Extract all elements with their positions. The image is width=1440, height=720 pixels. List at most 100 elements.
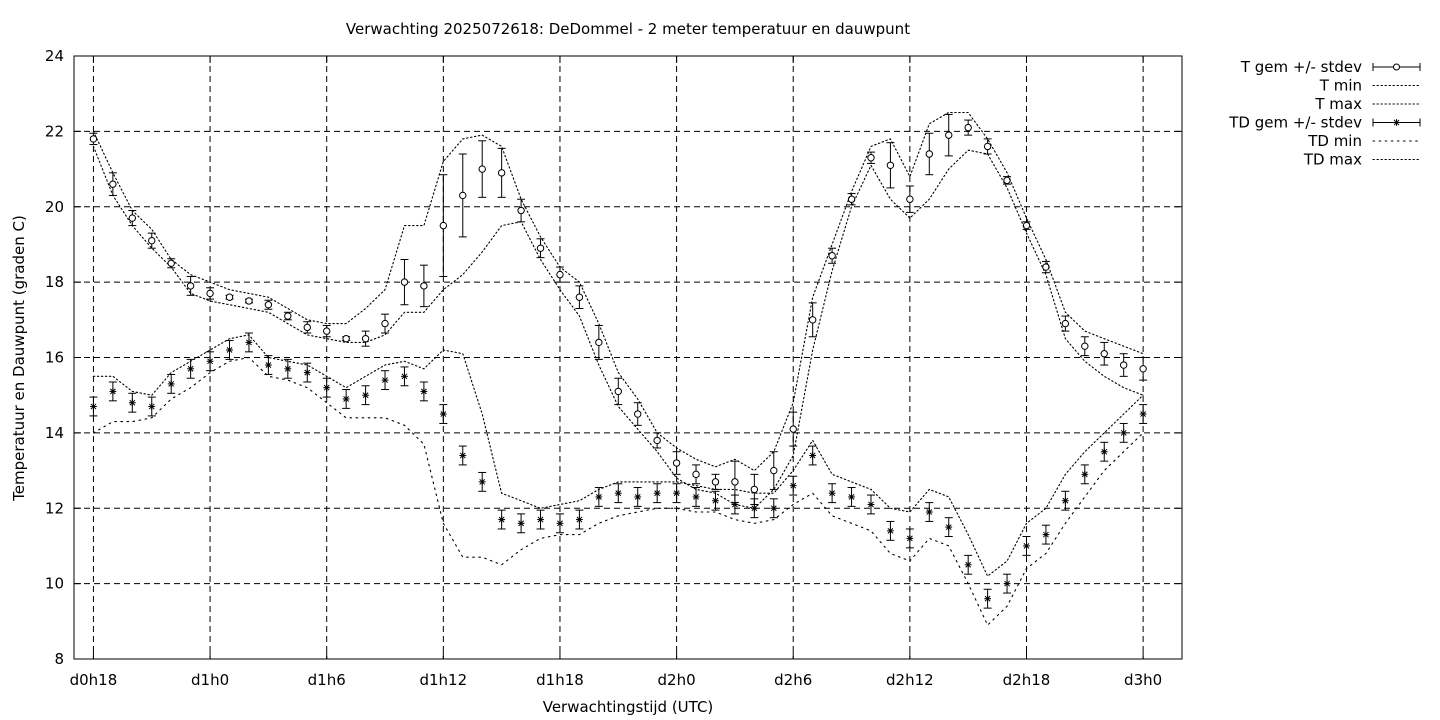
legend-entry: TD max [1303,151,1421,169]
data-point [419,381,428,402]
data-point [167,373,176,394]
y-tick-label: 22 [45,122,64,140]
x-axis-label: Verwachtingstijd (UTC) [543,698,714,716]
circle-marker [828,252,836,260]
data-point [847,193,856,206]
star-stroke [1004,580,1010,587]
data-point [244,297,253,305]
star-stroke [1023,543,1030,549]
circle-marker [808,316,817,324]
star-stroke [751,505,758,512]
y-tick-label: 16 [45,349,64,367]
star-stroke [440,411,447,417]
star-stroke [479,478,486,485]
data-point [458,445,467,466]
series-line [92,334,1144,577]
circle-marker [381,319,389,328]
x-tick-label: d1h18 [536,671,584,689]
star-stroke [945,524,952,530]
legend-label: T min [1319,77,1362,95]
circle-marker [128,214,137,222]
star-stroke [595,494,602,500]
star-stroke [323,384,330,391]
star-stroke [343,396,350,402]
series-line [92,356,1144,627]
series-t-max [92,111,1144,472]
data-point [303,321,312,334]
y-tick-label: 8 [54,650,64,668]
x-tick-label: d2h12 [886,671,934,689]
star-stroke [537,516,544,523]
star-stroke [1062,497,1069,504]
star-stroke [90,403,97,410]
data-point [944,517,953,538]
series-t-min [92,145,1144,509]
star-stroke [829,490,836,497]
circle-marker [148,236,156,245]
data-point [925,502,934,522]
data-point [381,313,390,334]
data-point [283,358,292,379]
legend-label: T max [1314,95,1362,113]
circle-marker [847,195,856,203]
data-point [478,140,487,198]
data-point [633,402,642,426]
circle-marker [400,278,409,286]
data-point [614,483,623,504]
data-point [983,588,992,609]
legend-label: TD min [1307,132,1362,150]
star-stroke [304,369,311,376]
data-point [439,404,448,424]
y-tick-label: 10 [45,575,64,593]
star-stroke [246,339,252,346]
data-point [1139,404,1148,424]
star-stroke [712,497,719,504]
data-point [497,509,506,530]
star-stroke [790,482,797,489]
data-point [206,351,215,372]
data-point [400,366,409,387]
series-td-max [92,334,1144,577]
data-point [711,490,720,511]
circle-marker [945,131,953,139]
legend-label: TD gem +/- stdev [1228,114,1362,132]
data-point [653,483,662,504]
x-tick-label: d1h0 [191,671,229,689]
star-stroke [1081,471,1088,478]
data-point [322,324,331,338]
y-axis-label: Temperatuur en Dauwpunt (graden C) [10,215,28,502]
star-stroke [420,388,427,395]
data-point [225,293,234,301]
star-stroke [284,365,291,372]
data-point [147,232,156,249]
data-point [1061,315,1070,332]
star-stroke [1120,429,1127,436]
star-stroke [654,490,661,497]
star-stroke [168,380,175,387]
star-stroke [1393,119,1400,126]
data-point [672,451,681,475]
data-point [517,513,526,534]
data-point [147,396,156,417]
x-axis-ticks: d0h18 d1h0 d1h6 d1h12 d1h18 d2h0 d2h6 d2h12 d2h1… [70,56,1162,689]
series-layer [89,111,1148,627]
grid [74,56,1182,659]
data-point [439,174,448,277]
data-point [594,487,603,507]
data-point [283,311,292,321]
data-point [458,153,467,238]
data-point [128,210,137,227]
x-tick-label: d1h12 [419,671,467,689]
circle-marker [497,169,506,177]
data-point [128,392,137,413]
data-point [264,299,273,310]
data-point [905,528,914,549]
data-point [964,554,973,575]
star-stroke [226,347,233,353]
data-point [555,266,564,283]
x-tick-label: d2h0 [658,671,696,689]
y-tick-label: 14 [45,424,64,442]
circle-marker [692,470,700,479]
legend-entry: TD gem +/- stdev [1228,114,1421,132]
star-stroke [770,505,777,512]
